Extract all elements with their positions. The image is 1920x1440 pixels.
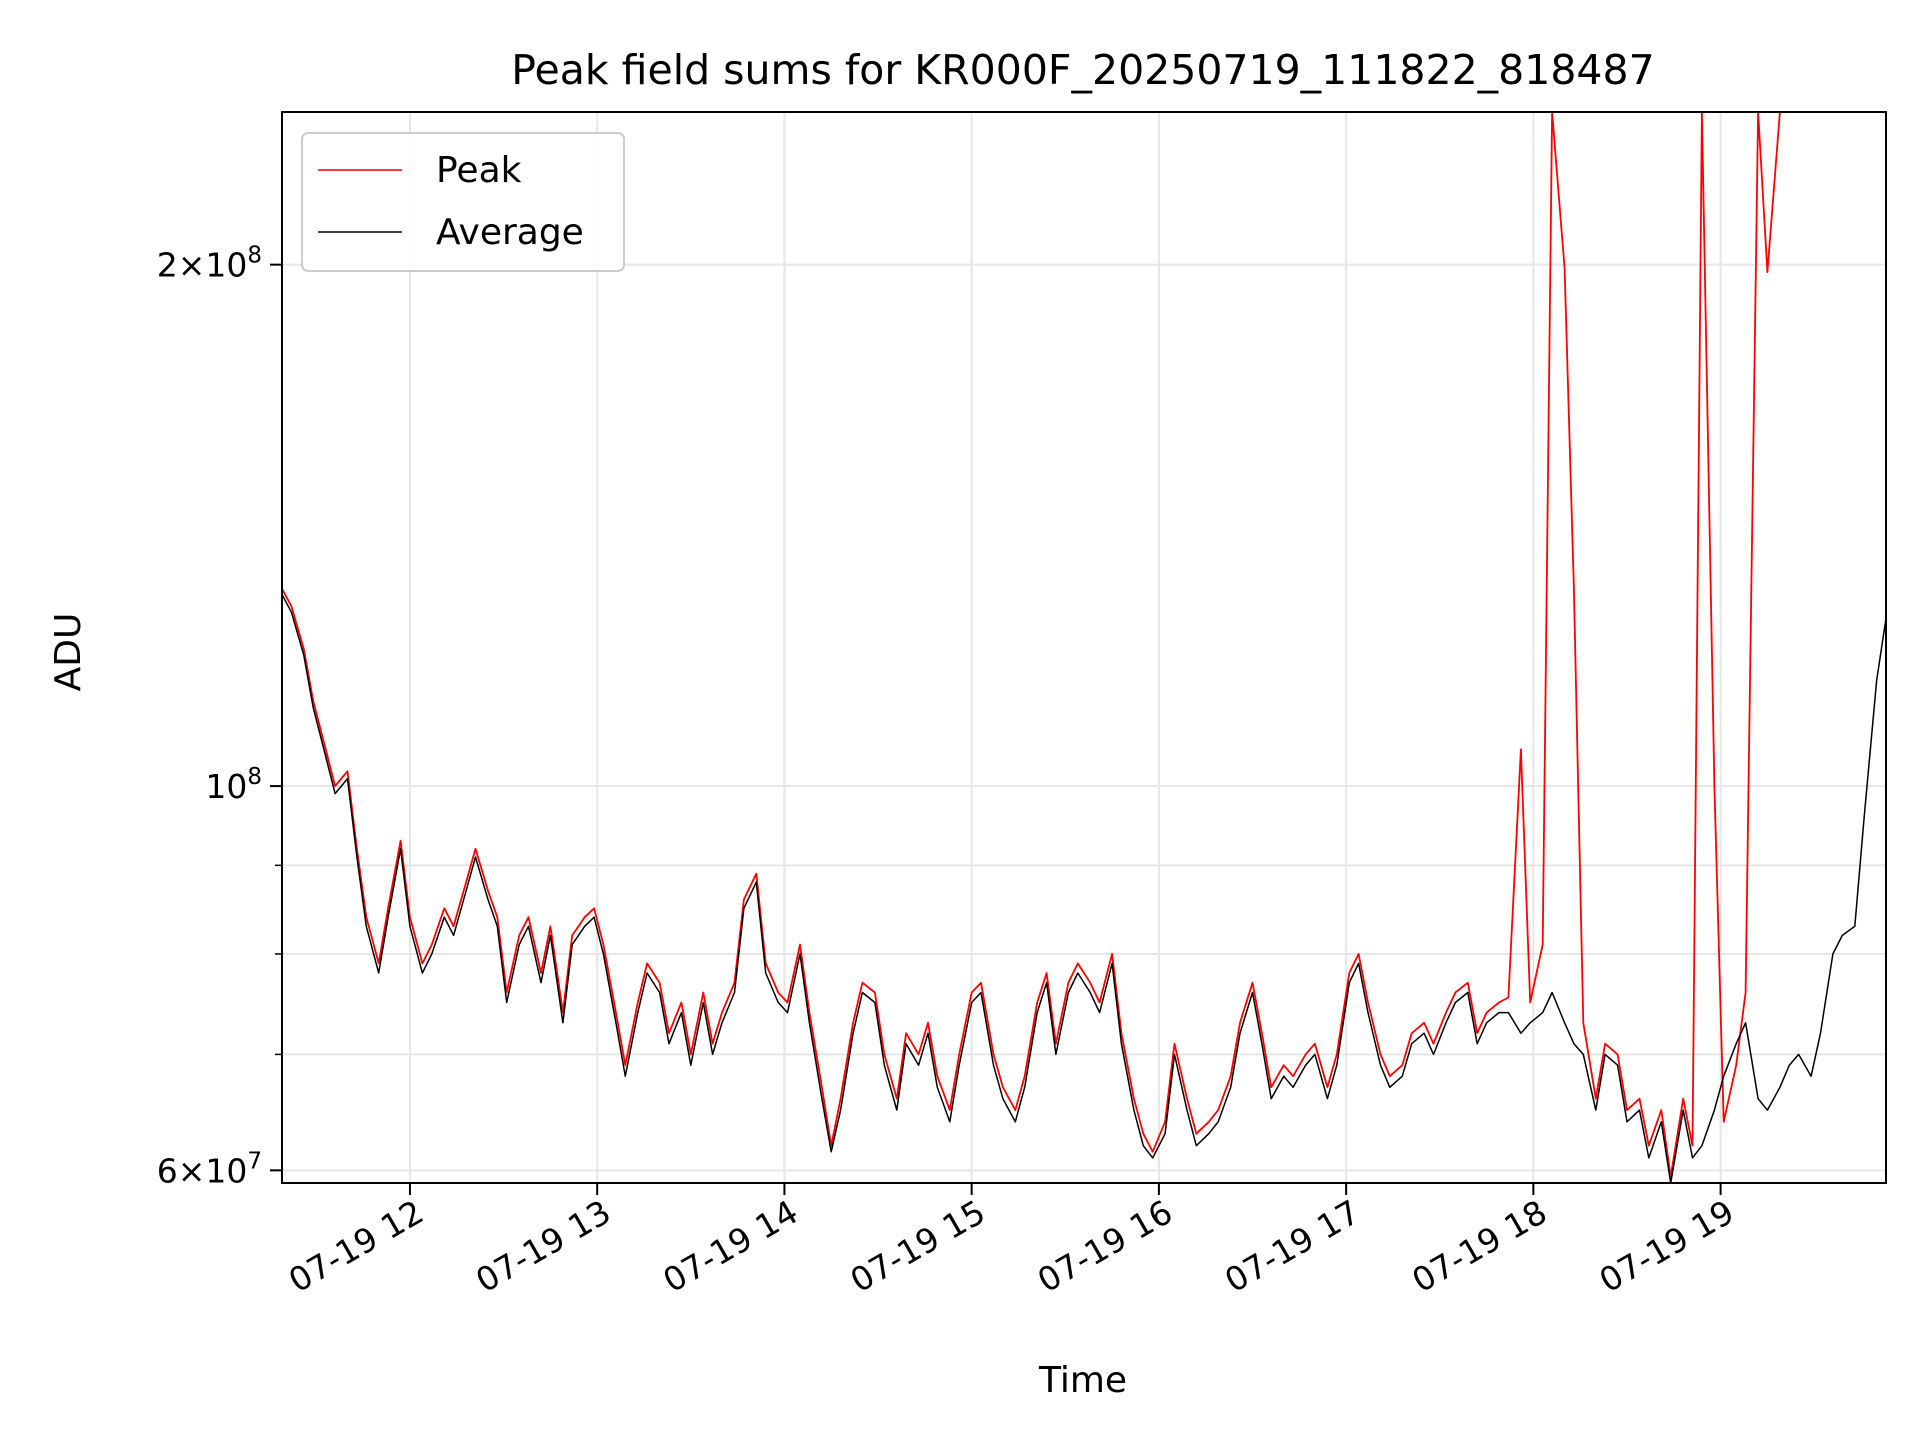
x-tick-label: 07-19 15 — [844, 1192, 992, 1300]
series-line-average — [282, 594, 1886, 1183]
chart-title: Peak field sums for KR000F_20250719_1118… — [511, 46, 1654, 94]
legend-label-average: Average — [436, 212, 584, 253]
x-tick-label: 07-19 13 — [469, 1192, 617, 1300]
x-tick-label: 07-19 12 — [282, 1192, 430, 1300]
y-axis-label: ADU — [48, 613, 89, 692]
series-line-peak — [282, 112, 1886, 1178]
x-tick-label: 07-19 19 — [1593, 1192, 1741, 1300]
y-tick-label: 2×108 — [157, 243, 262, 285]
legend-box — [301, 132, 625, 272]
x-tick-label: 07-19 16 — [1031, 1192, 1179, 1300]
grid — [282, 112, 1886, 1183]
series-layer — [282, 112, 1886, 1183]
x-tick-label: 07-19 18 — [1405, 1192, 1553, 1300]
x-axis-label: Time — [1038, 1360, 1127, 1401]
y-tick-label: 108 — [205, 764, 262, 806]
y-axis: 6×107 108 2×108 — [157, 243, 282, 1190]
legend-label-peak: Peak — [436, 150, 522, 191]
y-tick-label: 6×107 — [157, 1148, 262, 1190]
x-axis: 07-19 12 07-19 13 07-19 14 07-19 15 07-19 16… — [282, 1183, 1741, 1300]
legend: Peak Average — [301, 132, 625, 272]
x-tick-label: 07-19 14 — [656, 1192, 804, 1300]
x-tick-label: 07-19 17 — [1218, 1192, 1366, 1300]
plot-area-frame — [281, 111, 1887, 1184]
